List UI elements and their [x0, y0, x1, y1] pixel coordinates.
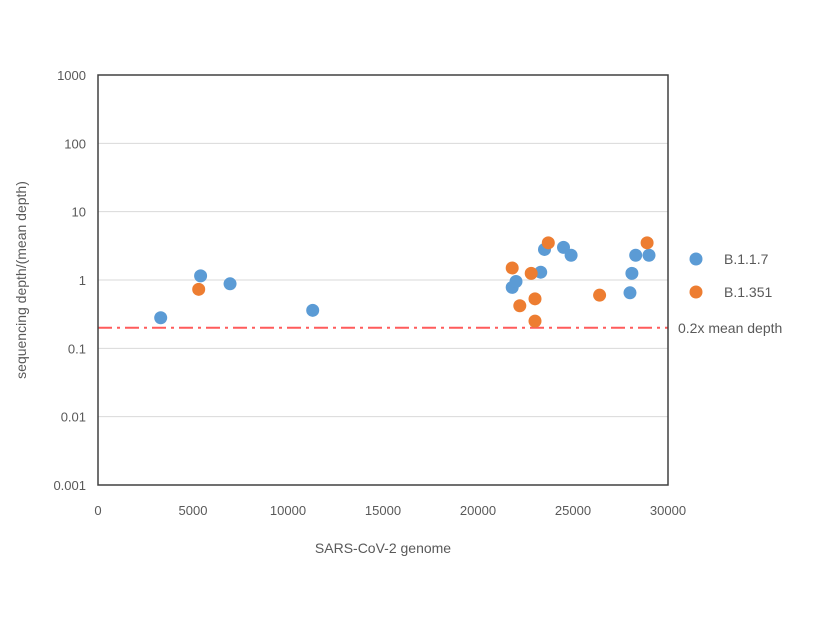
x-axis-title: SARS-CoV-2 genome — [315, 540, 451, 556]
y-tick-labels: 0.001 0.01 0.1 1 10 100 1000 — [53, 68, 86, 493]
point-b-1-351 — [192, 282, 206, 296]
x-tick-labels: 0 5000 10000 15000 20000 25000 30000 — [94, 503, 686, 518]
x-tick-label: 25000 — [555, 503, 591, 518]
point-b-1-1-7 — [623, 286, 637, 300]
legend-label: B.1.351 — [724, 284, 772, 300]
legend-marker — [689, 252, 703, 266]
y-tick-label: 1 — [79, 273, 86, 288]
point-b-1-351 — [524, 266, 538, 280]
y-axis-title: sequencing depth/(mean depth) — [13, 181, 29, 379]
x-tick-label: 10000 — [270, 503, 306, 518]
x-tick-label: 20000 — [460, 503, 496, 518]
point-b-1-351 — [528, 314, 542, 328]
point-b-1-1-7 — [642, 248, 656, 262]
data-points — [154, 236, 656, 328]
plot-area-frame — [97, 74, 669, 486]
point-b-1-1-7 — [534, 265, 548, 279]
point-b-1-1-7 — [154, 311, 168, 325]
x-tick-label: 5000 — [179, 503, 208, 518]
threshold-label: 0.2x mean depth — [678, 320, 782, 336]
point-b-1-1-7 — [306, 303, 320, 317]
point-b-1-351 — [593, 288, 607, 302]
legend-marker — [689, 285, 703, 299]
y-tick-label: 10 — [72, 205, 86, 220]
point-b-1-351 — [640, 236, 654, 250]
x-tick-label: 0 — [94, 503, 101, 518]
point-b-1-351 — [541, 236, 555, 250]
legend-label: B.1.1.7 — [724, 251, 769, 267]
point-b-1-1-7 — [223, 277, 237, 291]
point-b-1-351 — [513, 299, 527, 313]
legend: B.1.1.7 B.1.351 — [689, 251, 772, 300]
point-b-1-1-7 — [509, 275, 523, 289]
y-tick-label: 100 — [64, 136, 86, 151]
point-b-1-1-7 — [625, 266, 639, 280]
gridlines — [98, 74, 668, 486]
x-tick-label: 30000 — [650, 503, 686, 518]
y-tick-label: 1000 — [57, 68, 86, 83]
point-b-1-1-7 — [194, 269, 208, 283]
x-tick-label: 15000 — [365, 503, 401, 518]
y-tick-label: 0.01 — [61, 410, 86, 425]
y-tick-label: 0.1 — [68, 341, 86, 356]
y-tick-label: 0.001 — [53, 478, 86, 493]
point-b-1-1-7 — [629, 248, 643, 262]
point-b-1-351 — [528, 292, 542, 306]
point-b-1-351 — [505, 261, 519, 275]
point-b-1-1-7 — [564, 248, 578, 262]
